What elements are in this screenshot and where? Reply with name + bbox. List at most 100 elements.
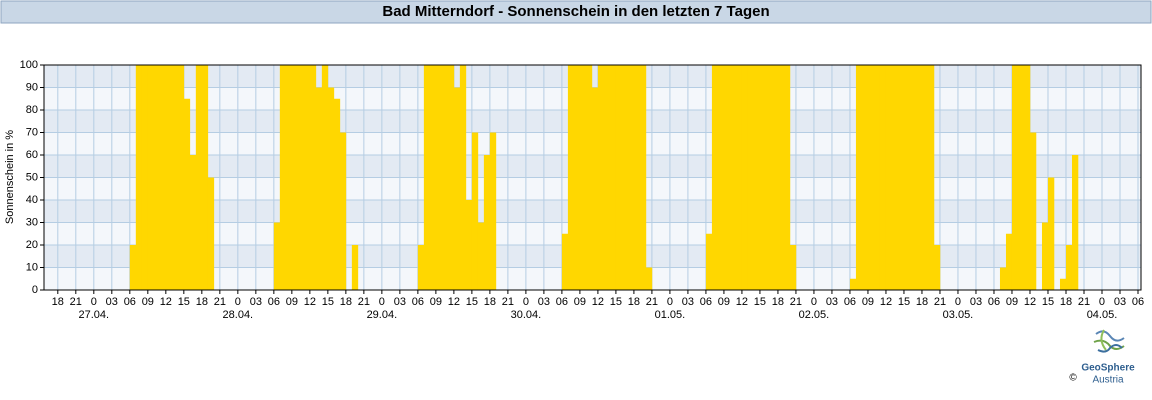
date-label: 27.04.	[79, 309, 110, 321]
x-tick-label: 0	[667, 296, 673, 308]
x-tick-label: 18	[1060, 296, 1072, 308]
bar	[915, 65, 923, 290]
x-tick-label: 03	[826, 296, 838, 308]
y-tick-label: 50	[26, 171, 38, 183]
x-tick-label: 12	[1024, 296, 1036, 308]
bar	[333, 98, 341, 290]
x-tick-label: 03	[682, 296, 694, 308]
x-tick-label: 15	[466, 296, 478, 308]
bar	[927, 65, 935, 290]
y-tick-label: 20	[26, 239, 38, 251]
logo-sub: Austria	[1092, 375, 1124, 386]
bar	[165, 65, 173, 290]
bar	[1071, 155, 1079, 290]
logo-brand: GeoSphere	[1081, 363, 1135, 374]
bar	[585, 65, 593, 290]
bar	[1023, 65, 1031, 290]
date-label: 28.04.	[223, 309, 254, 321]
x-tick-label: 12	[304, 296, 316, 308]
bar	[1059, 278, 1067, 290]
bar	[183, 98, 191, 290]
bar	[207, 177, 215, 290]
x-tick-label: 12	[160, 296, 172, 308]
x-tick-label: 03	[106, 296, 118, 308]
x-tick-label: 09	[574, 296, 586, 308]
date-label: 04.05.	[1087, 309, 1118, 321]
bar	[885, 65, 893, 290]
x-tick-label: 09	[1006, 296, 1018, 308]
bar	[741, 65, 749, 290]
bar	[291, 65, 299, 290]
bar	[489, 132, 497, 290]
x-tick-label: 18	[772, 296, 784, 308]
bar	[1047, 177, 1055, 290]
y-tick-label: 40	[26, 194, 38, 206]
bar	[615, 65, 623, 290]
bar	[849, 278, 857, 290]
date-label: 03.05.	[943, 309, 974, 321]
x-tick-label: 06	[988, 296, 1000, 308]
bar	[891, 65, 899, 290]
x-tick-label: 21	[358, 296, 370, 308]
x-tick-label: 03	[538, 296, 550, 308]
x-tick-label: 21	[1078, 296, 1090, 308]
bar	[735, 65, 743, 290]
x-tick-label: 15	[610, 296, 622, 308]
bar	[789, 245, 797, 290]
x-tick-label: 15	[754, 296, 766, 308]
x-tick-label: 0	[523, 296, 529, 308]
x-tick-label: 09	[430, 296, 442, 308]
x-tick-label: 18	[628, 296, 640, 308]
bar	[141, 65, 149, 290]
x-tick-label: 09	[142, 296, 154, 308]
bar	[999, 267, 1007, 290]
bar	[567, 65, 575, 290]
x-tick-label: 15	[1042, 296, 1054, 308]
x-tick-label: 21	[790, 296, 802, 308]
x-tick-label: 0	[811, 296, 817, 308]
bar	[297, 65, 305, 290]
x-tick-label: 06	[268, 296, 280, 308]
x-tick-label: 12	[448, 296, 460, 308]
bar	[759, 65, 767, 290]
title-bar	[0, 0, 1152, 24]
bar	[609, 65, 617, 290]
bar	[177, 65, 185, 290]
bar	[627, 65, 635, 290]
bar	[315, 87, 323, 290]
x-tick-label: 12	[880, 296, 892, 308]
bar	[429, 65, 437, 290]
bar	[861, 65, 869, 290]
bar	[153, 65, 161, 290]
bar	[459, 65, 467, 290]
bar	[321, 65, 329, 290]
bar	[351, 245, 359, 290]
bar	[717, 65, 725, 290]
y-tick-label: 0	[32, 284, 38, 296]
bar	[477, 222, 485, 290]
bar	[639, 65, 647, 290]
bar	[1041, 222, 1049, 290]
bar	[909, 65, 917, 290]
bar	[465, 200, 473, 290]
bar	[1005, 233, 1013, 290]
date-label: 01.05.	[655, 309, 686, 321]
y-tick-label: 70	[26, 126, 38, 138]
x-tick-label: 09	[718, 296, 730, 308]
date-label: 30.04.	[511, 309, 542, 321]
chart-title: Bad Mitterndorf - Sonnenschein in den le…	[382, 3, 769, 20]
x-tick-label: 06	[1132, 296, 1144, 308]
bar	[195, 65, 203, 290]
bar	[189, 155, 197, 290]
bar	[855, 65, 863, 290]
x-tick-label: 0	[379, 296, 385, 308]
bar	[711, 65, 719, 290]
x-tick-label: 0	[955, 296, 961, 308]
bar	[579, 65, 587, 290]
bar	[867, 65, 875, 290]
x-tick-label: 03	[1114, 296, 1126, 308]
bar	[1029, 132, 1037, 290]
bar	[1065, 245, 1073, 290]
bar	[753, 65, 761, 290]
